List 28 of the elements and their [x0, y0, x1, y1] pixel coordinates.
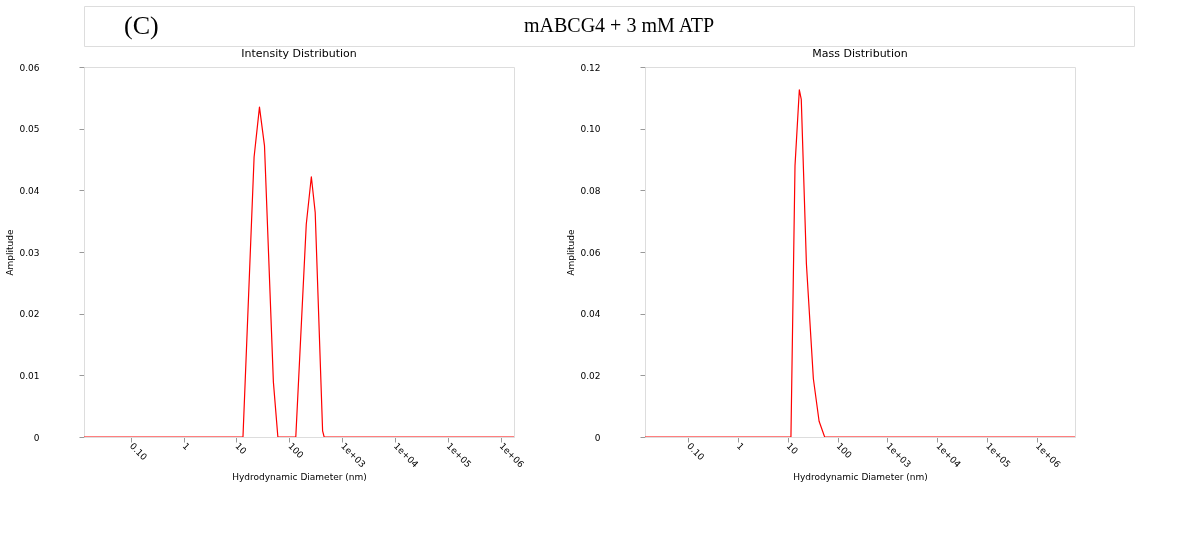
text: mABCG4 + 3 mM ATP — [524, 14, 715, 36]
x-tick-label: 10 — [233, 440, 249, 457]
x-tick-label: 100 — [286, 440, 306, 461]
x-tick-label: 1 — [180, 440, 192, 453]
y-tick-label: 0.10 — [580, 124, 601, 135]
x-axis-title: Hydrodynamic Diameter (nm) — [793, 472, 928, 483]
y-axis-title: Amplitude — [5, 228, 16, 276]
y-tick-label: 0.12 — [580, 62, 601, 73]
y-tick-label: 0.05 — [19, 124, 40, 135]
x-axis-title: Hydrodynamic Diameter (nm) — [232, 472, 367, 483]
x-tick-label: 100 — [834, 440, 854, 461]
y-tick-label: 0 — [33, 432, 40, 443]
y-tick-label: 0.02 — [19, 309, 40, 320]
text: (C) — [124, 11, 159, 40]
y-tick-label: 0.03 — [19, 247, 40, 258]
y-tick-label: 0.04 — [19, 185, 40, 196]
y-tick-label: 0.01 — [19, 370, 40, 381]
y-tick-label: 0.02 — [580, 370, 601, 381]
y-tick-label: 0.08 — [580, 185, 601, 196]
y-axis-title: Amplitude — [566, 228, 577, 276]
x-tick-label: 1 — [734, 440, 746, 453]
chart-title: Intensity Distribution — [241, 47, 357, 60]
y-tick-label: 0.04 — [580, 309, 601, 320]
x-tick-label: 10 — [784, 440, 801, 457]
y-tick-label: 0 — [594, 432, 601, 443]
chart-title: Mass Distribution — [812, 47, 908, 60]
y-tick-label: 0.06 — [580, 247, 601, 258]
y-tick-label: 0.06 — [19, 62, 40, 73]
